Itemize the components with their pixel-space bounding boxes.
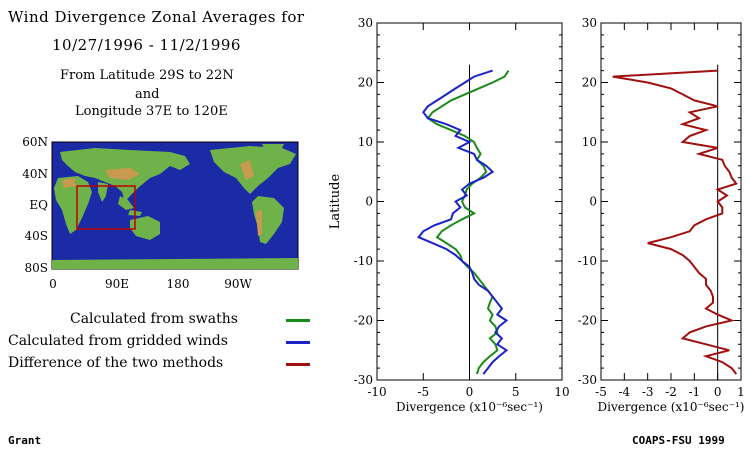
- map-tick-eq: EQ: [29, 198, 48, 212]
- credit-author: Grant: [8, 434, 42, 447]
- chart2-ytick-label: -10: [578, 254, 597, 268]
- chart2-ytick-label: 0: [589, 195, 597, 209]
- chart2-ytick-label: -20: [578, 314, 597, 328]
- chart1-series-1-line: [416, 69, 509, 375]
- chart2-xtick-label: -4: [618, 385, 630, 399]
- legend-swaths-label: Calculated from swaths: [70, 311, 238, 327]
- title-date-range: 10/27/1996 - 11/2/1996: [52, 36, 241, 54]
- chart2-ytick-label: -30: [578, 373, 597, 387]
- chart1-xtick-label: -5: [417, 385, 429, 399]
- map-tick-90e: 90E: [105, 277, 129, 291]
- map-tick-60n: 60N: [22, 135, 48, 149]
- world-map: 60N 40N EQ 40S 80S 0 90E 180 90W: [22, 135, 299, 291]
- map-y-ticks: 60N 40N EQ 40S 80S: [22, 135, 48, 275]
- chart1-ytick-label: 10: [358, 135, 373, 149]
- map-tick-40s: 40S: [25, 229, 49, 243]
- title-line-1: Wind Divergence Zonal Averages for: [8, 8, 305, 26]
- subtitle-latitude: From Latitude 29S to 22N: [60, 68, 234, 83]
- chart2-xtick-label: -2: [665, 385, 677, 399]
- chart1-xtick-label: -10: [367, 385, 386, 399]
- chart1-ytick-label: 30: [358, 16, 373, 30]
- chart1-ytick-label: -10: [354, 254, 373, 268]
- chart1-ylabel: Latitude: [328, 174, 343, 230]
- map-x-ticks: 0 90E 180 90W: [49, 277, 252, 291]
- map-mountains: [62, 160, 262, 236]
- chart1-ytick-label: 0: [365, 195, 373, 209]
- legend-swaths-swatch: [286, 319, 310, 322]
- region-box: [76, 185, 136, 230]
- chart1-ytick-label: -30: [354, 373, 373, 387]
- map-tick-40n: 40N: [22, 167, 48, 181]
- subtitle-longitude: Longitude 37E to 120E: [75, 104, 228, 119]
- chart1-series-0-line: [426, 70, 510, 375]
- legend-difference-label: Difference of the two methods: [8, 355, 224, 371]
- legend-gridded-swatch: [286, 341, 310, 344]
- legend-difference-swatch: [286, 363, 310, 366]
- subtitle-and: and: [135, 87, 160, 102]
- chart1-xtick-label: 0: [466, 385, 474, 399]
- map-tick-0: 0: [49, 277, 57, 291]
- chart2-series-0-line: [612, 69, 738, 375]
- chart1-xtick-label: 5: [512, 385, 520, 399]
- chart2-xtick-label: 0: [714, 385, 722, 399]
- chart1-xlabel: Divergence (x10⁻⁶sec⁻¹): [396, 400, 543, 414]
- chart2-xtick-label: -1: [688, 385, 700, 399]
- chart1-xtick-label: 10: [554, 385, 569, 399]
- chart2-xlabel: Divergence (x10⁻⁶sec⁻¹): [598, 400, 745, 414]
- chart2-ytick-label: 20: [582, 76, 597, 90]
- chart2-xtick-label: -3: [642, 385, 654, 399]
- chart1-ytick-label: -20: [354, 314, 373, 328]
- credit-org: COAPS-FSU 1999: [632, 434, 725, 447]
- chart1-ytick-label: 20: [358, 76, 373, 90]
- chart2-xtick-label: 1: [737, 385, 745, 399]
- map-tick-90w: 90W: [224, 277, 252, 291]
- legend-gridded-label: Calculated from gridded winds: [8, 333, 228, 349]
- chart2-ytick-label: 10: [582, 135, 597, 149]
- chart2-xtick-label: -5: [595, 385, 607, 399]
- map-tick-80s: 80S: [25, 261, 49, 275]
- map-tick-180: 180: [167, 277, 190, 291]
- chart2-ytick-label: 30: [582, 16, 597, 30]
